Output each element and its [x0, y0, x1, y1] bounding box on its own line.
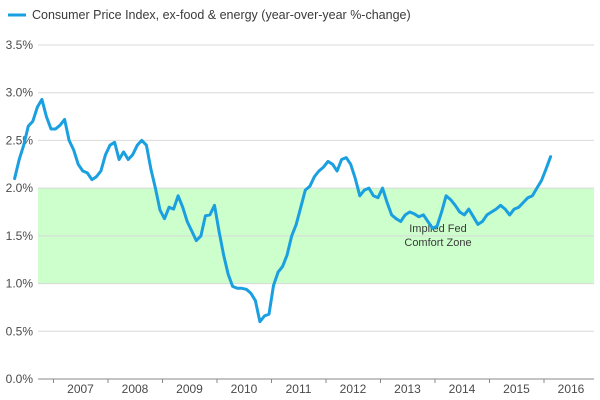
legend: Consumer Price Index, ex-food & energy (…: [8, 8, 411, 22]
x-tick-label: 2014: [449, 382, 476, 396]
y-tick-label: 3.0%: [6, 86, 34, 100]
y-tick-label: 3.5%: [6, 38, 34, 52]
x-tick-label: 2015: [503, 382, 530, 396]
y-tick-label: 2.5%: [6, 133, 34, 147]
y-tick-label: 0.5%: [6, 324, 34, 338]
y-axis-ticks: 0.0% 0.5% 1.0% 1.5% 2.0% 2.5% 3.0% 3.5%: [6, 38, 34, 386]
y-tick-label: 1.0%: [6, 277, 34, 291]
x-tick-label: 2008: [122, 382, 149, 396]
x-tick-label: 2010: [231, 382, 258, 396]
x-tick-label: 2009: [176, 382, 203, 396]
x-tick-label: 2007: [67, 382, 94, 396]
series-line: [13, 97, 553, 324]
legend-label: Consumer Price Index, ex-food & energy (…: [32, 8, 411, 22]
y-tick-label: 0.0%: [6, 372, 34, 386]
x-tick-label: 2011: [286, 382, 312, 396]
series-layer: [13, 97, 553, 324]
x-tick-label: 2013: [394, 382, 421, 396]
x-tick-label: 2012: [340, 382, 367, 396]
comfort-zone-label-line2: Comfort Zone: [404, 237, 471, 249]
x-tick-label: 2016: [558, 382, 585, 396]
comfort-zone-label-line1: Implied Fed: [409, 223, 466, 235]
comfort-zone-annotation: Implied Fed Comfort Zone: [404, 223, 471, 249]
gridlines: [38, 44, 594, 332]
y-tick-label: 1.5%: [6, 229, 34, 243]
y-tick-label: 2.0%: [6, 181, 34, 195]
x-axis-ticks: 2007 2008 2009 2010 2011 2012 2013 2014 2015 2016: [53, 379, 585, 396]
